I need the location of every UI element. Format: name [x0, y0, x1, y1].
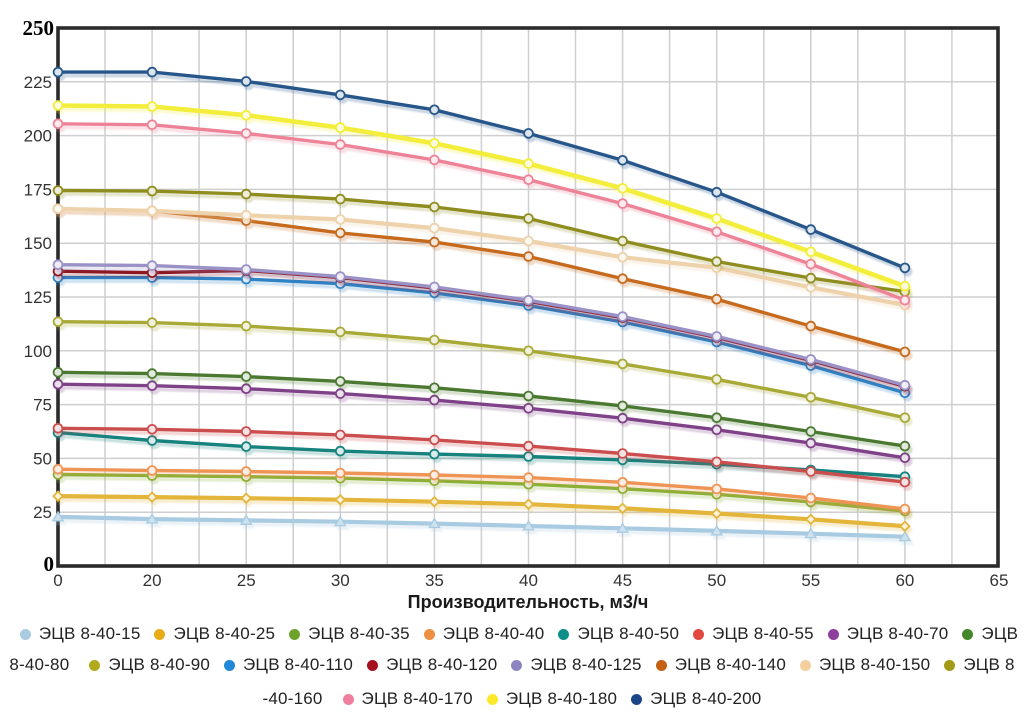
svg-text:0: 0 [53, 571, 62, 590]
svg-text:35: 35 [425, 571, 444, 590]
svg-text:250: 250 [23, 16, 55, 40]
svg-text:100: 100 [24, 342, 52, 361]
svg-text:0: 0 [44, 552, 55, 576]
svg-text:45: 45 [613, 571, 632, 590]
svg-text:75: 75 [33, 396, 52, 415]
svg-text:65: 65 [990, 571, 1009, 590]
svg-text:55: 55 [801, 571, 820, 590]
svg-text:30: 30 [331, 571, 350, 590]
svg-text:150: 150 [24, 234, 52, 253]
svg-text:125: 125 [24, 288, 52, 307]
svg-text:175: 175 [24, 180, 52, 199]
svg-text:Производительность, м3/ч: Производительность, м3/ч [408, 592, 649, 612]
svg-text:225: 225 [24, 73, 52, 92]
svg-text:50: 50 [33, 449, 52, 468]
svg-text:20: 20 [143, 571, 162, 590]
svg-text:200: 200 [24, 127, 52, 146]
svg-text:40: 40 [519, 571, 538, 590]
svg-text:60: 60 [895, 571, 914, 590]
svg-text:50: 50 [707, 571, 726, 590]
svg-text:25: 25 [237, 571, 256, 590]
svg-text:25: 25 [33, 503, 52, 522]
